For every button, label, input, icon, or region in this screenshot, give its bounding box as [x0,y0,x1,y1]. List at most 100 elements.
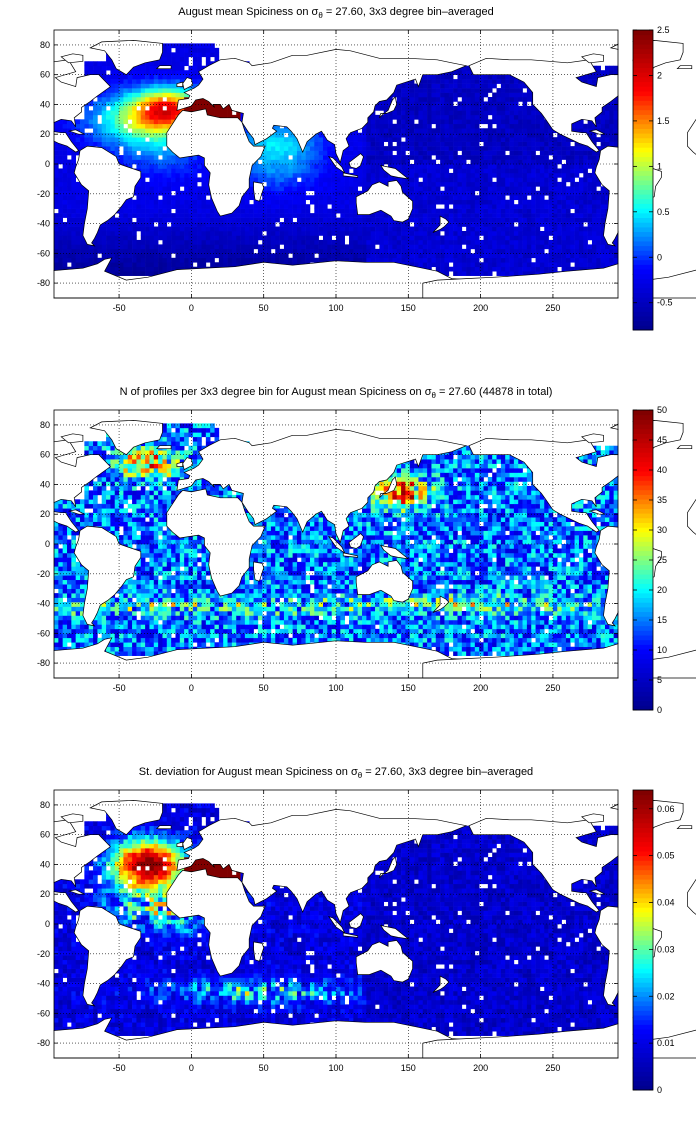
heatmap-cell [240,244,246,250]
heatmap-cell [309,257,315,263]
heatmap-cell [388,257,393,263]
heatmap-cell [405,262,411,268]
heatmap-cell [483,150,489,156]
heatmap-cell [539,155,545,160]
heatmap-cell [149,132,155,138]
heatmap-cell [292,239,298,245]
heatmap-cell [132,101,137,107]
heatmap-cell [318,190,324,196]
heatmap-cell [249,204,254,209]
heatmap-cell [513,159,519,165]
heatmap-cell [322,186,328,192]
heatmap-cell [483,217,489,223]
heatmap-cell [457,204,463,209]
heatmap-cell [505,231,510,236]
heatmap-cell [396,244,402,250]
heatmap-cell [457,226,463,232]
heatmap-cell [405,146,411,151]
heatmap-cell [483,231,489,236]
heatmap-cell [509,137,515,142]
heatmap-cell [548,190,554,196]
heatmap-cell [544,128,549,134]
heatmap-cell [184,47,189,53]
heatmap-cell [127,155,133,160]
heatmap-cell [496,244,502,250]
heatmap-cell [270,195,276,201]
heatmap-cell [184,226,189,232]
heatmap-cell [270,141,276,147]
heatmap-cell [487,208,493,214]
heatmap-cell [67,177,72,183]
heatmap-cell [479,88,484,93]
heatmap-cell [427,239,432,245]
heatmap-cell [496,150,502,156]
heatmap-cell [435,79,441,84]
heatmap-cell [309,146,315,151]
heatmap-cell [162,235,168,241]
heatmap-cell [522,101,528,107]
heatmap-cell [496,168,502,174]
heatmap-cell [80,119,85,125]
heatmap-cell [383,128,389,134]
heatmap-cell [435,132,441,138]
heatmap-cell [71,150,76,156]
heatmap-cell [270,217,276,223]
heatmap-cell [257,208,263,214]
heatmap-cell [427,105,432,111]
heatmap-cell [292,177,298,183]
heatmap-cell [80,231,85,236]
heatmap-cell [539,150,545,156]
heatmap-cell [132,150,137,156]
heatmap-cell [123,92,129,98]
heatmap-cell [487,226,493,232]
heatmap-cell [414,222,419,227]
heatmap-cell [166,231,172,236]
heatmap-cell [214,110,220,116]
heatmap-cell [279,146,285,151]
heatmap-cell [396,164,402,169]
heatmap-cell [557,226,562,232]
heatmap-cell [84,137,90,142]
heatmap-cell [249,208,254,214]
heatmap-cell [275,141,280,147]
heatmap-cell [262,204,267,209]
heatmap-cell [171,239,176,245]
heatmap-cell [427,123,432,129]
heatmap-cell [58,119,63,125]
heatmap-cell [244,235,250,241]
heatmap-cell [205,239,211,245]
heatmap-cell [401,257,406,263]
heatmap-cell [123,88,129,93]
heatmap-cell [518,141,523,147]
heatmap-cell [110,239,116,245]
heatmap-cell [513,88,519,93]
heatmap-cell [314,239,319,245]
heatmap-cell [253,213,259,218]
heatmap-cell [531,235,536,241]
heatmap-cell [114,155,120,160]
heatmap-cell [101,141,107,147]
heatmap-cell [97,65,103,71]
heatmap-cell [435,257,441,263]
heatmap-cell [136,101,142,107]
heatmap-cell [210,43,215,49]
heatmap-cell [483,235,489,241]
heatmap-cell [257,244,263,250]
heatmap-cell [470,217,476,223]
heatmap-cell [457,271,463,276]
heatmap-cell [405,217,411,223]
heatmap-cell [474,132,480,138]
heatmap-cell [58,248,63,254]
heatmap-cell [440,266,445,272]
heatmap-cell [448,159,454,165]
heatmap-cell [457,123,463,129]
heatmap-cell [162,141,168,147]
heatmap-cell [414,92,419,98]
heatmap-cell [340,208,345,214]
heatmap-cell [513,239,519,245]
heatmap-cell [171,155,176,160]
heatmap-cell [479,110,484,116]
heatmap-cell [179,248,185,254]
heatmap-cell [71,172,76,178]
heatmap-cell [379,105,385,111]
